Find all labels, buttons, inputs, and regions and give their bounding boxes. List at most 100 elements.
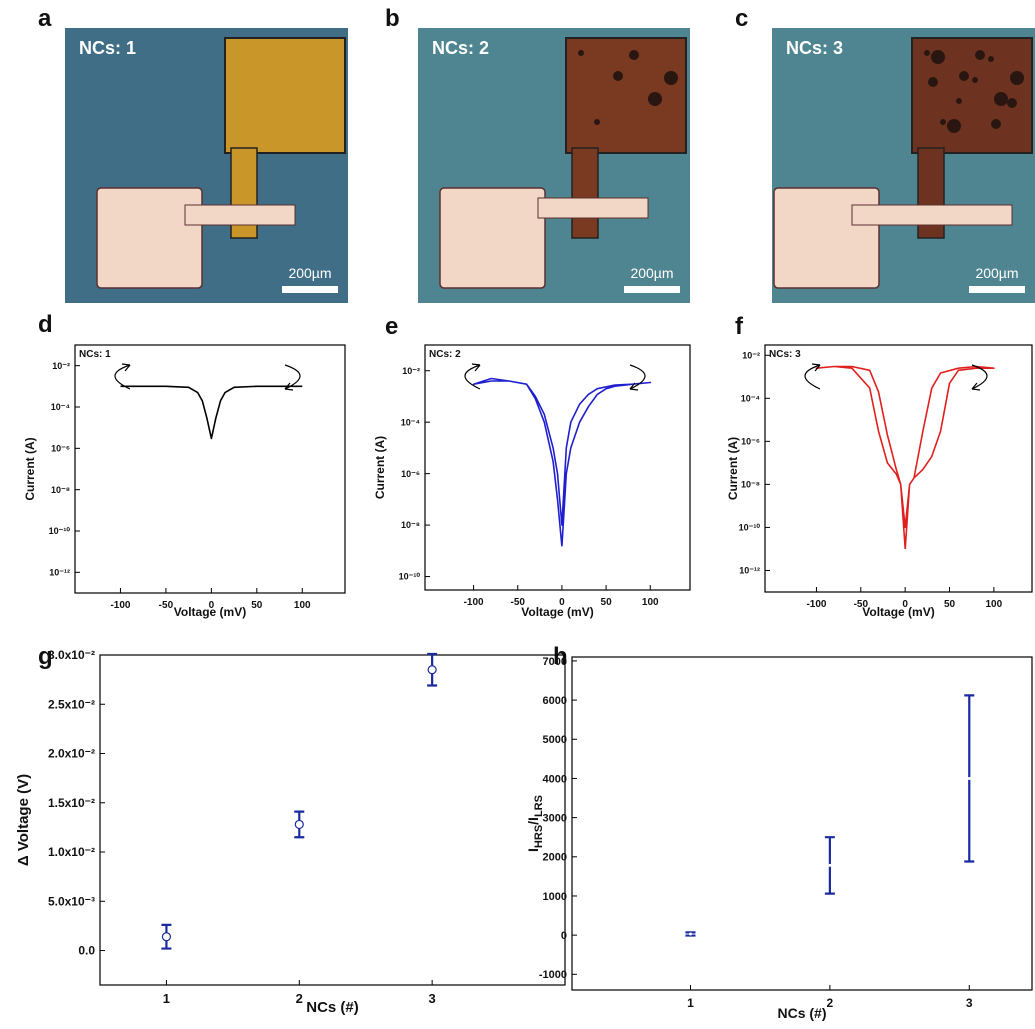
sweep-arrow: [971, 364, 988, 390]
pore: [940, 119, 946, 125]
bottom-electrode-pad: [439, 187, 546, 289]
panel-label: g: [38, 643, 53, 670]
y-tick-label: 10⁻⁴: [741, 393, 760, 403]
y-tick-label: 10⁻¹²: [49, 567, 70, 577]
pore: [578, 50, 584, 56]
micrograph: NCs: 3 200µm: [772, 28, 1035, 303]
panel-label: c: [735, 5, 748, 32]
sweep-arrow: [114, 364, 131, 390]
x-tick-label: 3: [429, 991, 436, 1006]
annotation: NCs: 3: [769, 349, 801, 360]
bottom-electrode-line: [851, 204, 1013, 226]
sweep-arrow: [629, 364, 646, 390]
image-label: NCs: 1: [79, 38, 136, 58]
x-tick-label: 0: [902, 599, 908, 610]
y-tick-label: 10⁻¹⁰: [739, 523, 761, 533]
x-axis-label: Voltage (mV): [521, 605, 593, 619]
scale-bar-label: 200µm: [975, 265, 1018, 281]
y-tick-label: 4000: [543, 773, 567, 785]
y-axis-label: IHRS/ILRS: [525, 795, 545, 852]
pore: [664, 71, 678, 85]
pore: [947, 119, 961, 133]
pore: [956, 98, 962, 104]
sweep-arrow-head: [971, 382, 981, 391]
x-tick-label: 2: [827, 996, 834, 1010]
y-tick-label: 1.5x10⁻²: [48, 796, 95, 810]
y-axis-label-part: Δ Voltage (V): [15, 774, 32, 866]
sweep-arrow-head: [471, 363, 481, 372]
y-tick-label: 0.0: [78, 944, 95, 958]
x-tick-label: 1: [163, 991, 170, 1006]
bottom-electrode-pad: [96, 187, 203, 289]
panel-label: b: [385, 5, 400, 32]
x-axis-label: Voltage (mV): [862, 605, 934, 619]
pore: [924, 50, 930, 56]
y-tick-label: 10⁻⁶: [51, 443, 70, 453]
y-tick-label: 10⁻⁸: [741, 480, 760, 490]
plot-frame: [571, 656, 1033, 991]
plot-frame: [764, 344, 1033, 593]
y-tick-label: 2000: [543, 852, 567, 864]
plot-frame: [424, 344, 691, 591]
y-axis-label: Current (A): [373, 436, 387, 499]
data-line: [472, 377, 652, 547]
pore: [931, 50, 945, 64]
x-tick-label: -50: [159, 600, 174, 611]
x-axis-label: Voltage (mV): [174, 605, 246, 619]
x-tick-label: 50: [601, 597, 613, 608]
x-tick-label: 100: [986, 599, 1003, 610]
y-tick-label: 10⁻¹²: [739, 566, 760, 576]
y-tick-label: 10⁻¹⁰: [49, 526, 71, 536]
scale-bar: [624, 286, 680, 293]
bottom-electrode-pad: [773, 187, 880, 289]
pore: [994, 92, 1008, 106]
y-axis-label-part: /I: [525, 817, 541, 825]
y-tick-label: 3000: [543, 812, 567, 824]
annotation: NCs: 2: [429, 349, 461, 360]
data-point: [161, 932, 172, 942]
x-tick-label: -50: [511, 597, 526, 608]
plot-frame: [99, 654, 566, 986]
y-tick-label: 5.0x10⁻³: [48, 894, 95, 908]
pore: [991, 119, 1001, 129]
x-tick-label: 0: [559, 597, 565, 608]
sweep-arrow: [464, 364, 481, 390]
sweep-arrow-head: [811, 363, 821, 372]
y-tick-label: -1000: [539, 969, 567, 981]
image-label: NCs: 3: [786, 38, 843, 58]
y-tick-label: 10⁻⁶: [741, 437, 760, 447]
x-tick-label: 100: [294, 600, 311, 611]
y-tick-label: 7000: [543, 656, 567, 668]
pore: [1010, 71, 1024, 85]
data-point: [294, 819, 304, 830]
bottom-electrode-line: [184, 204, 296, 226]
x-tick-label: 100: [642, 597, 659, 608]
x-tick-label: 50: [251, 600, 263, 611]
y-tick-label: 10⁻⁴: [51, 402, 70, 412]
pore: [988, 56, 994, 62]
pore: [1007, 98, 1017, 108]
x-axis-label: NCs (#): [306, 999, 359, 1016]
x-tick-label: -100: [806, 599, 826, 610]
panel-label: d: [38, 311, 53, 338]
y-tick-label: 2.5x10⁻²: [48, 697, 95, 711]
sweep-arrow: [284, 364, 301, 390]
y-axis-label: Current (A): [726, 437, 740, 500]
scale-bar-label: 200µm: [630, 265, 673, 281]
x-tick-label: -100: [110, 600, 130, 611]
sweep-arrow: [804, 364, 821, 390]
pore: [594, 119, 600, 125]
y-tick-label: 10⁻¹⁰: [399, 572, 421, 582]
y-tick-label: 3.0x10⁻²: [48, 648, 95, 662]
y-tick-label: 10⁻²: [52, 361, 70, 371]
y-axis-label-part: HRS: [533, 825, 545, 848]
y-axis-label: Current (A): [23, 437, 37, 500]
x-tick-label: -50: [854, 599, 869, 610]
y-tick-label: 1.0x10⁻²: [48, 845, 95, 859]
pore: [975, 50, 985, 60]
micrograph: NCs: 1 200µm: [65, 28, 348, 303]
panel-label: e: [385, 313, 398, 340]
y-axis-label-part: LRS: [533, 795, 545, 817]
sweep-arrow-head: [121, 363, 131, 372]
